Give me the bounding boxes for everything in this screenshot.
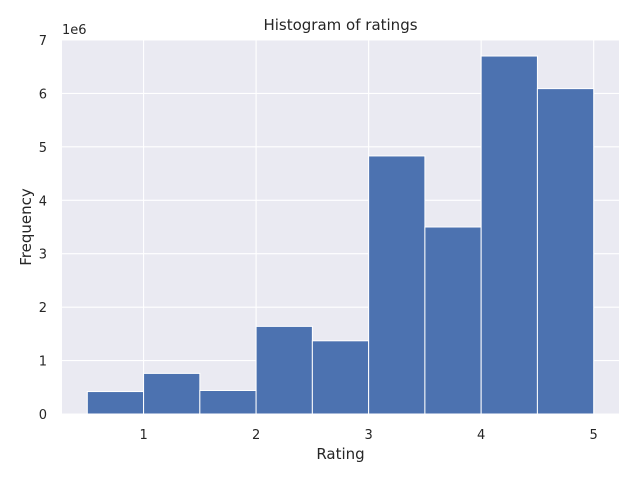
y-tick-label: 6 (39, 87, 47, 102)
histogram-bar (86, 391, 145, 415)
x-tick-label: 5 (590, 428, 598, 443)
histogram-bar (368, 155, 426, 415)
x-axis-ticks: 1 2 3 4 5 (139, 428, 597, 443)
histogram-bar (424, 226, 482, 415)
x-tick-label: 2 (252, 428, 260, 443)
histogram-bar (199, 389, 257, 415)
y-axis-ticks: 0 1 2 3 4 5 6 7 (39, 34, 47, 423)
y-tick-label: 7 (39, 34, 47, 49)
histogram-bars (86, 55, 595, 415)
histogram-bar (143, 372, 201, 415)
y-tick-label: 2 (39, 301, 47, 316)
x-tick-label: 1 (139, 428, 147, 443)
chart-title: Histogram of ratings (263, 16, 417, 34)
histogram-bar (255, 325, 313, 415)
y-axis-label: Frequency (17, 188, 35, 266)
histogram-bar (311, 340, 370, 415)
y-tick-label: 4 (39, 194, 47, 209)
x-tick-label: 4 (477, 428, 485, 443)
y-tick-label: 3 (39, 248, 47, 263)
x-tick-label: 3 (364, 428, 372, 443)
histogram-bar (536, 88, 595, 415)
x-axis-label: Rating (316, 445, 364, 463)
y-tick-label: 1 (39, 355, 47, 370)
y-tick-label: 5 (39, 141, 47, 156)
y-axis-scale-label: 1e6 (62, 23, 87, 38)
y-tick-label: 0 (39, 408, 47, 423)
histogram-bar (480, 55, 538, 415)
